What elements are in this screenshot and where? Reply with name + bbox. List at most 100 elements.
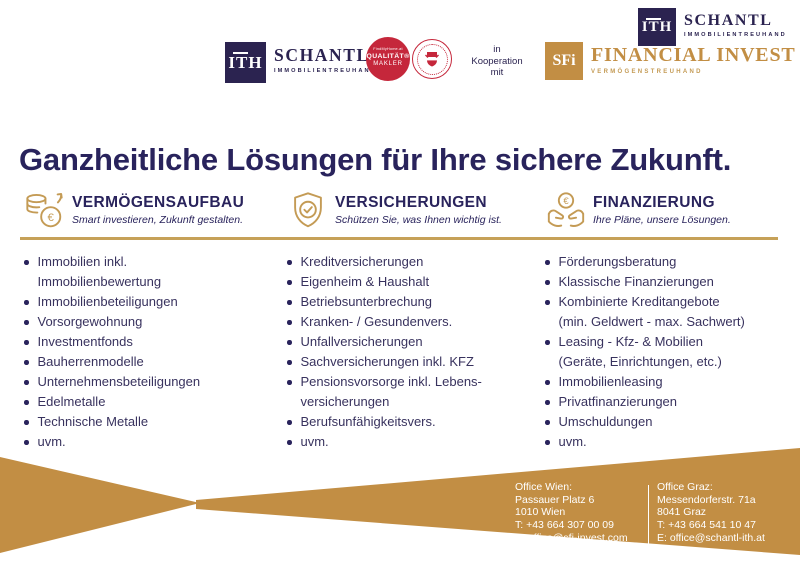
hands-euro-coin-icon: € <box>547 192 585 227</box>
bullet-dot <box>24 400 29 405</box>
list-item-text: Investmentfonds <box>37 334 133 349</box>
bullet-dot <box>24 380 29 385</box>
office-line: T: +43 664 541 10 47 <box>657 519 756 532</box>
office-wien-block: Office Wien: Passauer Platz 6 1010 Wien T: … <box>515 481 628 545</box>
list-item-text: Vorsorgewohnung <box>37 314 143 329</box>
list-item: Unternehmensbeteiligungen <box>24 372 276 392</box>
office-line: E: office@schantl-ith.at <box>657 531 765 544</box>
list-item: uvm. <box>24 432 276 452</box>
list-item: Unfallversicherungen <box>287 332 539 352</box>
financial-invest-tagline: VERMÖGENSTREUHAND <box>591 69 703 75</box>
list-item-text: Eigenheim & Haushalt <box>300 274 430 289</box>
list-item: Umschuldungen <box>545 412 797 432</box>
list-item: Immobilienleasing <box>545 372 797 392</box>
list-item: Betriebsunterbrechung <box>287 292 539 312</box>
list-item-text: uvm. <box>300 434 329 449</box>
bullet-dot <box>287 260 292 265</box>
bullet-dot <box>545 280 550 285</box>
list-item-text: Immobilienbeteiligungen <box>37 294 178 309</box>
list-item-text: Edelmetalle <box>37 394 106 409</box>
bullet-dot <box>24 340 29 345</box>
page-title: Ganzheitliche Lösungen für Ihre sichere … <box>19 141 732 177</box>
list-item-text: uvm. <box>37 434 66 449</box>
column-vermoegensaufbau: € VERMÖGENSAUFBAU Smart investieren, Zuk… <box>24 190 274 449</box>
list-item-text: Kranken- / Gesundenvers. <box>300 314 453 329</box>
office-line: Messendorferstr. 71a <box>657 493 756 506</box>
office-line: Office Wien: <box>515 481 572 493</box>
list-item: Sachversicherungen inkl. KFZ <box>287 352 539 372</box>
bullet-dot <box>545 260 550 265</box>
sfi-logo-mark: SFi <box>545 42 583 80</box>
ith-logo-mark: ITH <box>225 42 266 83</box>
austrian-eagle-icon <box>425 52 439 67</box>
office-line: Passauer Platz 6 <box>515 493 595 506</box>
schantl-corner-tagline: IMMOBILIENTREUHAND <box>684 32 787 38</box>
list-item-text: Sachversicherungen inkl. KFZ <box>300 354 474 369</box>
ith-corner-logo-mark: ITH <box>638 8 676 46</box>
list-item: Privatfinanzierungen <box>545 392 797 412</box>
list-item: Kombinierte Kreditangebote (min. Geldwer… <box>545 292 797 332</box>
list-item-text: Unfallversicherungen <box>300 334 423 349</box>
list-item: Immobilien inkl. Immobilienbewertung <box>24 252 276 292</box>
bullet-dot <box>545 440 550 445</box>
bullet-dot <box>287 280 292 285</box>
versicherungen-list: Kreditversicherungen Eigenheim & Haushalt… <box>287 252 539 452</box>
office-line: E: office@sfi-invest.com <box>515 531 628 544</box>
list-item-text: Pensionsvorsorge inkl. Lebens- versicher… <box>300 374 482 409</box>
office-line: T: +43 664 307 00 09 <box>515 519 614 532</box>
office-line: 1010 Wien <box>515 506 566 519</box>
office-line: Office Graz: <box>657 481 713 493</box>
gold-divider-line <box>20 237 778 240</box>
bullet-dot <box>24 360 29 365</box>
svg-text:€: € <box>563 196 569 207</box>
bullet-dot <box>287 360 292 365</box>
list-item-text: Kombinierte Kreditangebote (min. Geldwer… <box>558 294 745 329</box>
list-item: Leasing - Kfz- & Mobilien (Geräte, Einri… <box>545 332 797 372</box>
list-item: uvm. <box>545 432 797 452</box>
shield-check-icon <box>294 192 322 228</box>
column-subtitle: Ihre Pläne, unsere Lösungen. <box>593 214 731 227</box>
column-title: VERSICHERUNGEN <box>335 194 488 211</box>
bullet-dot <box>545 400 550 405</box>
bullet-dot <box>24 320 29 325</box>
schantl-corner-logo: ITH SCHANTL IMMOBILIENTREUHAND <box>638 8 787 46</box>
column-title: VERMÖGENSAUFBAU <box>72 194 245 211</box>
vermoegensaufbau-list: Immobilien inkl. Immobilienbewertung Immo… <box>24 252 276 452</box>
bullet-dot <box>287 420 292 425</box>
list-item-text: Technische Metalle <box>37 414 149 429</box>
list-item-text: Berufsunfähigkeitsvers. <box>300 414 436 429</box>
svg-text:€: € <box>48 212 55 224</box>
list-item: Eigenheim & Haushalt <box>287 272 539 292</box>
list-item: Pensionsvorsorge inkl. Lebens- versicher… <box>287 372 539 412</box>
bullet-dot <box>24 260 29 265</box>
list-item-text: Immobilienleasing <box>558 374 663 389</box>
list-item-text: Umschuldungen <box>558 414 653 429</box>
bullet-dot <box>545 380 550 385</box>
cooperation-text: in Kooperation mit <box>471 44 523 78</box>
schantl-brand-tagline: IMMOBILIENTREUHAND <box>274 67 377 74</box>
office-line: 8041 Graz <box>657 506 707 519</box>
bullet-dot <box>287 320 292 325</box>
office-separator-line <box>648 485 649 546</box>
financial-invest-name: FINANCIAL INVEST <box>591 44 796 66</box>
bullet-dot <box>545 420 550 425</box>
list-item: uvm. <box>287 432 539 452</box>
column-subtitle: Smart investieren, Zukunft gestalten. <box>72 214 243 227</box>
state-award-badge <box>412 39 452 79</box>
list-item-text: Leasing - Kfz- & Mobilien (Geräte, Einri… <box>558 334 722 369</box>
list-item: Kranken- / Gesundenvers. <box>287 312 539 332</box>
finanzierung-list: Förderungsberatung Klassische Finanzierun… <box>545 252 797 452</box>
list-item-text: Bauherrenmodelle <box>37 354 144 369</box>
column-finanzierung: € FINANZIERUNG Ihre Pläne, unsere Lösung… <box>545 190 795 449</box>
list-item: Investmentfonds <box>24 332 276 352</box>
list-item-text: uvm. <box>558 434 587 449</box>
list-item: Bauherrenmodelle <box>24 352 276 372</box>
list-item: Kreditversicherungen <box>287 252 539 272</box>
schantl-corner-name: SCHANTL <box>684 12 773 29</box>
list-item: Berufsunfähigkeitsvers. <box>287 412 539 432</box>
office-graz-block: Office Graz: Messendorferstr. 71a 8041 Gra… <box>657 481 765 545</box>
coins-growth-euro-icon: € <box>26 193 63 228</box>
list-item-text: Privatfinanzierungen <box>558 394 678 409</box>
list-item: Technische Metalle <box>24 412 276 432</box>
